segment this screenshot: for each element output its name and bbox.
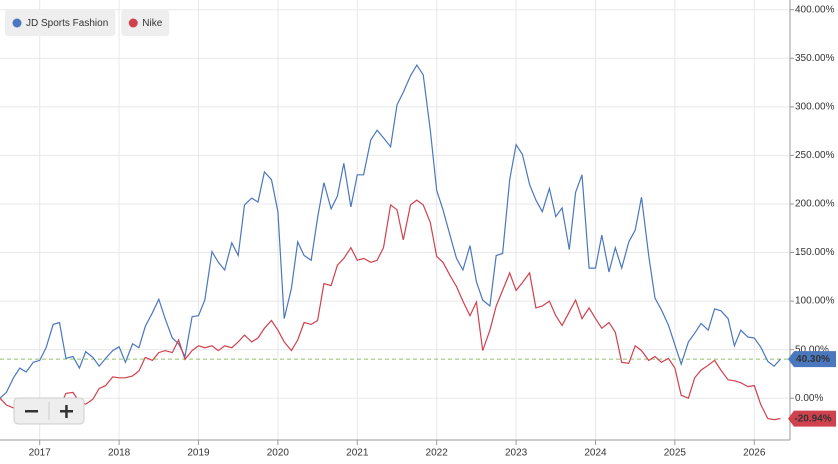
y-tick-label: 250.00% — [795, 150, 835, 161]
x-tick-label: 2019 — [187, 448, 210, 459]
legend-label: Nike — [142, 18, 162, 29]
x-tick-label: 2020 — [267, 448, 290, 459]
zoom-in[interactable] — [65, 405, 68, 418]
legend-dot — [128, 18, 138, 28]
x-tick-label: 2023 — [505, 448, 528, 459]
last-value-label: 40.30% — [796, 354, 830, 365]
x-tick-label: 2021 — [346, 448, 369, 459]
zoom-out[interactable] — [25, 410, 38, 413]
last-value-label: -20.94% — [794, 414, 831, 425]
y-tick-label: 0.00% — [795, 393, 823, 404]
zoom-controls[interactable] — [13, 397, 85, 425]
last-value-badge — [788, 351, 836, 368]
legend-item[interactable]: Nike — [121, 10, 170, 36]
x-tick-label: 2017 — [29, 448, 52, 459]
y-tick-label: 150.00% — [795, 247, 835, 258]
last-value-badge — [788, 410, 836, 427]
series-line — [0, 63, 781, 399]
y-tick-label: 350.00% — [795, 53, 835, 64]
legend-item[interactable]: JD Sports Fashion — [5, 10, 116, 36]
x-tick-label: 2026 — [743, 448, 766, 459]
series-line — [0, 199, 781, 421]
y-tick-label: 300.00% — [795, 101, 835, 112]
legend-label: JD Sports Fashion — [26, 18, 108, 29]
legend-dot — [12, 18, 22, 28]
legend-box — [121, 10, 170, 36]
y-tick-label: 400.00% — [795, 4, 835, 15]
x-tick-label: 2022 — [426, 448, 449, 459]
y-tick-label: 50.00% — [795, 344, 829, 355]
y-tick-label: 100.00% — [795, 296, 835, 307]
x-tick-label: 2024 — [584, 448, 607, 459]
y-tick-label: 200.00% — [795, 199, 835, 210]
legend-box — [5, 10, 116, 36]
x-tick-label: 2018 — [108, 448, 131, 459]
x-tick-label: 2025 — [664, 448, 687, 459]
